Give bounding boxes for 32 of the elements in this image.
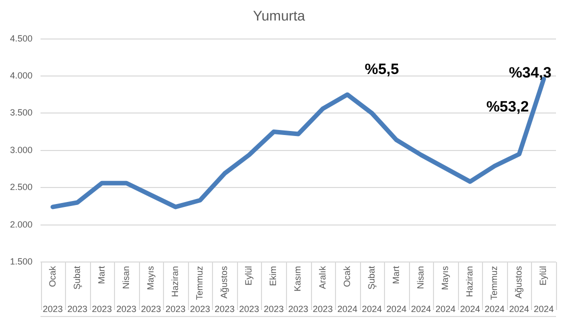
category-label: Ocak 2024 (337, 266, 358, 314)
category-label: Nisan 2024 (410, 266, 432, 314)
annotation: %5,5 (364, 61, 399, 78)
y-tick-label: 4.500 (10, 33, 33, 44)
y-tick-label: 3.500 (10, 108, 33, 118)
y-tick-label: 3.000 (10, 144, 33, 155)
x-tick-label: Temmuz 2023 (190, 266, 210, 314)
category-label: Eylül 2024 (534, 266, 554, 314)
category-label: Mart 2024 (386, 266, 406, 314)
y-tick-label: 2.500 (10, 182, 33, 192)
category-label: Kasım 2023 (288, 266, 308, 314)
y-tick-label: 2.000 (10, 219, 33, 230)
category-label: Mayıs 2024 (436, 266, 456, 314)
annotation: %53,2 (486, 98, 529, 116)
y-tick-label: 4.000 (10, 70, 33, 80)
chart-title: Yumurta (252, 7, 306, 24)
category-label: Şubat 2024 (362, 266, 382, 314)
category-label: Aralık 2023 (312, 266, 333, 314)
x-tick-label: Temmuz 2024 (484, 266, 505, 314)
annotation: %34,3 (508, 64, 552, 82)
x-tick-label: Ağustos 2024 (509, 266, 530, 314)
x-tick-label: Haziran 2023 (166, 266, 186, 314)
category-label: Mayıs 2023 (140, 266, 161, 314)
category-label: Ekim 2023 (264, 266, 284, 314)
category-label: Şubat 2023 (67, 266, 88, 314)
x-tick-label: Ağustos 2023 (214, 266, 235, 314)
category-label: Mart 2023 (92, 266, 112, 314)
category-label: Eylül 2023 (239, 266, 260, 314)
x-tick-label: Haziran 2024 (460, 266, 480, 314)
category-label: Nisan 2023 (116, 266, 136, 314)
y-tick-label: 1.500 (10, 256, 33, 266)
category-label: Ocak 2023 (42, 266, 63, 314)
